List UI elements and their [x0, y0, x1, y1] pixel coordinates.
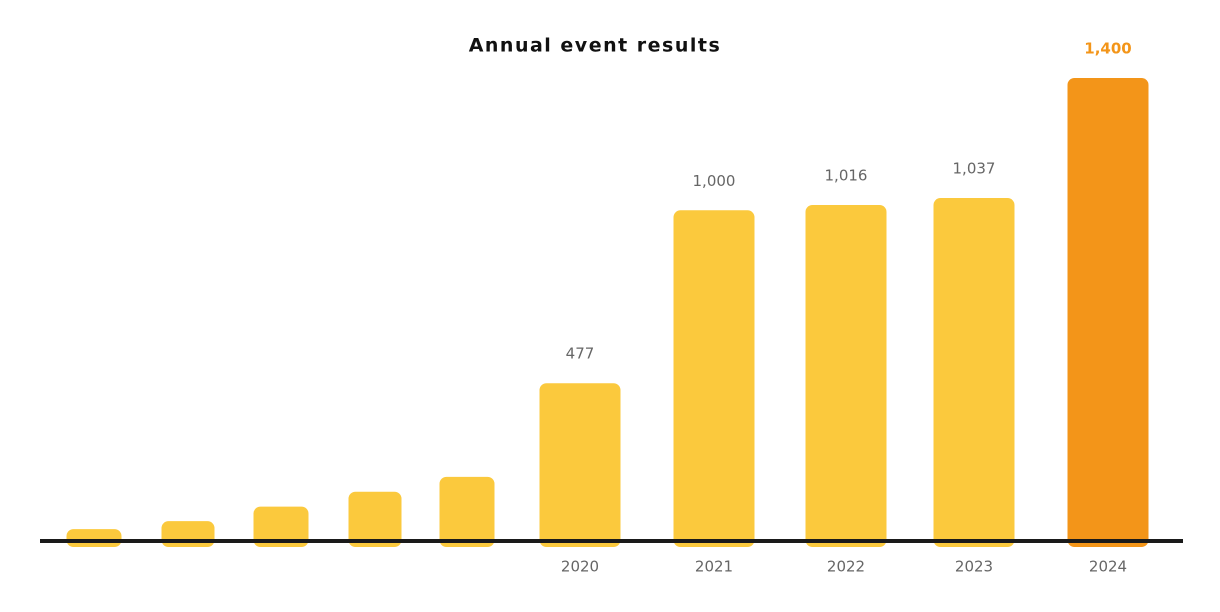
x-tick-label: 2021 — [695, 558, 733, 576]
bar — [161, 521, 215, 547]
value-label: 1,037 — [953, 160, 996, 178]
bar — [933, 198, 1015, 547]
x-tick-label: 2023 — [955, 558, 993, 576]
chart-title: Annual event results — [469, 35, 722, 57]
bar — [1067, 78, 1149, 547]
value-label: 477 — [566, 345, 595, 363]
x-tick-label: 2022 — [827, 558, 865, 576]
bar — [66, 529, 122, 547]
value-label: 1,016 — [825, 166, 868, 184]
baseline — [40, 539, 1183, 543]
bar — [539, 383, 621, 547]
bar — [253, 506, 309, 547]
bar — [439, 476, 495, 547]
x-tick-label: 2024 — [1089, 558, 1127, 576]
x-tick-label: 2020 — [561, 558, 599, 576]
value-label: 1,400 — [1084, 40, 1131, 58]
value-label: 1,000 — [693, 172, 736, 190]
bar — [673, 210, 755, 548]
bar — [348, 491, 402, 547]
bar — [805, 204, 887, 547]
